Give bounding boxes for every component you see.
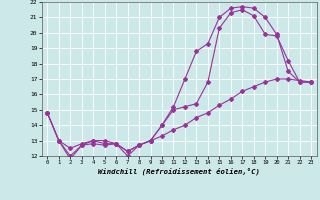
X-axis label: Windchill (Refroidissement éolien,°C): Windchill (Refroidissement éolien,°C) <box>98 168 260 175</box>
